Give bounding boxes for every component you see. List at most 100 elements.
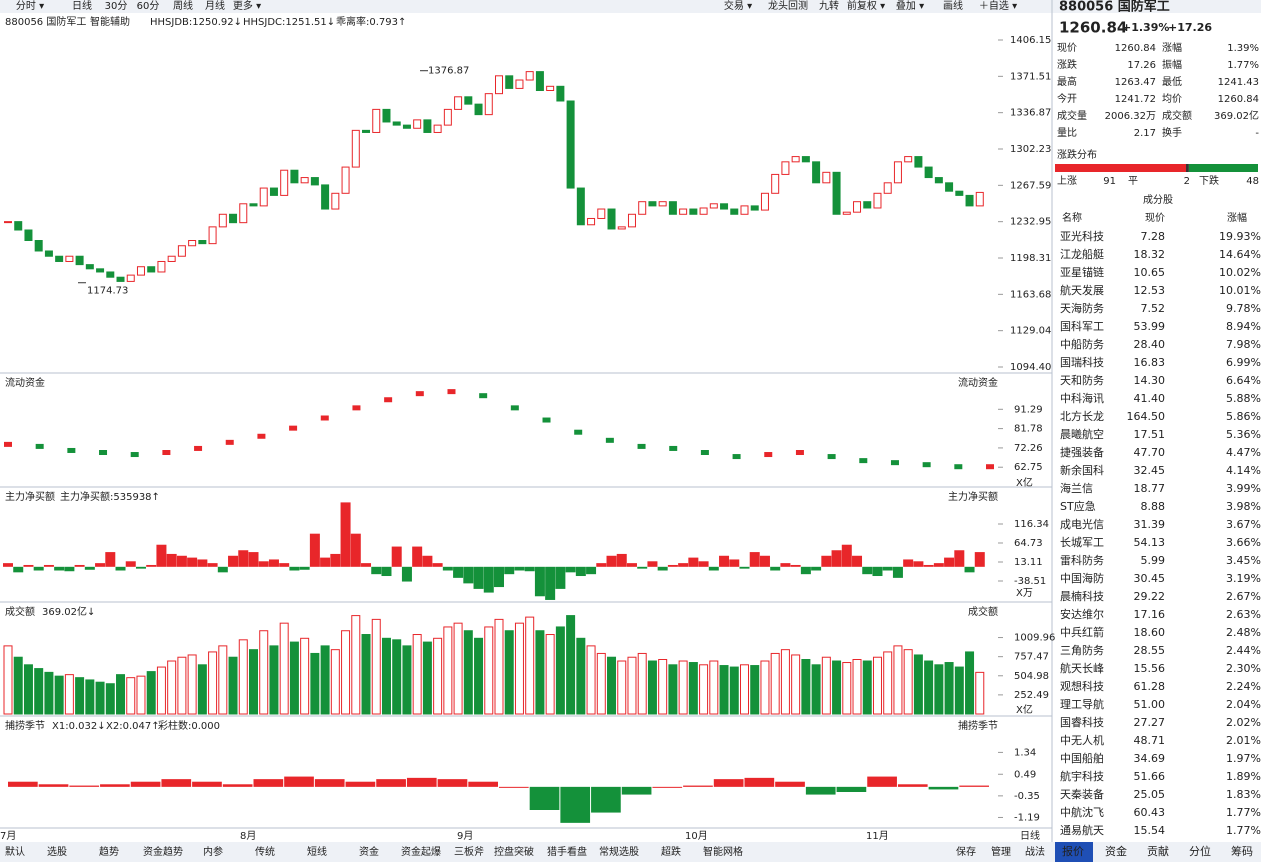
stock-name[interactable]: 国瑞科技 [1060,355,1104,369]
stock-name[interactable]: 天海防务 [1060,301,1104,315]
stock-name[interactable]: 航天长峰 [1060,661,1104,675]
bottom-action[interactable]: 战法 [1025,845,1045,858]
field-label: 量比 [1057,127,1077,139]
stock-name[interactable]: 中无人机 [1060,733,1104,747]
bottom-tab[interactable]: 三板斧 [454,845,484,858]
toolbar-button[interactable]: 周线 [173,0,193,12]
net-bar [626,563,637,567]
bottom-tab[interactable]: 短线 [307,845,327,858]
side-tab[interactable]: 筹码 [1231,844,1253,858]
stock-name[interactable]: 晨曦航空 [1060,427,1104,441]
stock-name[interactable]: 航天发展 [1060,283,1104,297]
candle [85,264,94,270]
stock-name[interactable]: 通易航天 [1060,823,1104,837]
volume-bar [402,645,412,715]
bottom-tab[interactable]: 默认 [5,845,25,858]
net-bar [238,550,249,567]
bottom-tab[interactable]: 智能网格 [703,845,743,858]
y-tick-label: 81.78 [1014,424,1043,435]
bottom-tab[interactable]: 超跌 [661,845,681,858]
candle [556,85,565,102]
stock-name[interactable]: 中航沈飞 [1060,805,1104,819]
net-bar [473,566,484,589]
stock-name[interactable]: 中船防务 [1060,337,1104,351]
bottom-tab[interactable]: 资金 [359,845,379,858]
volume-bar [187,654,197,715]
bottom-tab[interactable]: 选股 [47,845,67,858]
toolbar-button[interactable]: 交易 ▾ [724,0,752,12]
stock-name[interactable]: 安达维尔 [1060,607,1104,621]
stock-name[interactable]: 捷强装备 [1060,445,1104,459]
candle [34,240,43,252]
stock-name[interactable]: 新余国科 [1060,463,1104,477]
y-tick-label: 0.49 [1014,769,1036,780]
stock-name[interactable]: 航宇科技 [1060,769,1104,783]
y-tick-label: 1198.31 [1010,253,1051,264]
toolbar-button[interactable]: 龙头回测 [768,0,808,12]
stock-name[interactable]: 中科海讯 [1060,391,1104,405]
toolbar-button[interactable]: 30分 [105,0,128,12]
net-bar [882,566,893,571]
y-tick-label: 1.34 [1014,747,1036,758]
bottom-tab[interactable]: 资金趋势 [143,845,183,858]
net-bar [391,546,402,567]
stock-name[interactable]: 国科军工 [1060,319,1104,333]
net-bar [821,555,832,567]
stock-name[interactable]: 亚星锚链 [1060,265,1104,279]
stock-name[interactable]: 长城军工 [1060,536,1104,549]
toolbar-button[interactable]: 叠加 ▾ [896,0,924,12]
cycle-bar [621,786,652,795]
net-bar [586,566,597,575]
stock-name[interactable]: 晨楠科技 [1060,589,1104,603]
volume-bar [709,660,719,715]
toolbar-button[interactable]: 更多 ▾ [233,0,261,12]
stock-name[interactable]: 成电光信 [1060,517,1104,531]
flow-step [827,454,836,460]
candle [842,211,851,215]
side-tab[interactable]: 分位 [1189,844,1211,858]
volume-bar [269,645,279,715]
toolbar-button[interactable]: ＋自选 ▾ [979,0,1017,12]
toolbar-button[interactable]: 分时 ▾ [16,0,44,12]
stock-price: 28.55 [1134,644,1166,657]
stock-name[interactable]: 中国海防 [1060,571,1104,585]
side-tab[interactable]: 资金 [1105,844,1127,858]
bottom-tab[interactable]: 资金起爆 [401,845,441,858]
bottom-tab[interactable]: 控盘突破 [494,845,534,858]
stock-name[interactable]: 中兵红箭 [1060,625,1104,639]
candle [362,129,371,133]
stock-name[interactable]: 北方长龙 [1060,409,1104,423]
stock-name[interactable]: 中国船舶 [1060,751,1104,765]
stock-price: 54.13 [1134,536,1166,549]
side-tab[interactable]: 贡献 [1147,844,1169,858]
stock-name[interactable]: 亚光科技 [1060,229,1104,243]
stock-name[interactable]: 海兰信 [1060,481,1093,495]
bottom-tab[interactable]: 猎手看盘 [547,845,587,858]
bottom-tab[interactable]: 内参 [203,845,223,858]
stock-name[interactable]: 雷科防务 [1060,553,1104,567]
stock-name[interactable]: 观想科技 [1060,679,1104,693]
bottom-action[interactable]: 保存 [956,845,976,858]
stock-name[interactable]: 国睿科技 [1060,715,1104,729]
toolbar-button[interactable]: 日线 [72,0,92,12]
bottom-action[interactable]: 管理 [991,845,1011,858]
bottom-tab[interactable]: 趋势 [99,845,119,858]
side-tab[interactable]: 报价 [1062,844,1084,858]
flow-step [986,464,994,470]
stock-name[interactable]: 江龙船艇 [1060,247,1104,261]
bottom-tab[interactable]: 常规选股 [599,845,639,858]
toolbar-button[interactable]: 九转 [819,0,839,12]
bottom-tab[interactable]: 传统 [255,845,275,858]
cycle-bar [499,786,529,788]
stock-name[interactable]: 天秦装备 [1060,787,1104,801]
panel-title-right: 主力净买额 [948,490,998,503]
toolbar-button[interactable]: 画线 [943,0,963,12]
period-label[interactable]: 日线 [1020,829,1040,842]
toolbar-button[interactable]: 60分 [137,0,160,12]
stock-name[interactable]: ST应急 [1060,499,1096,513]
toolbar-button[interactable]: 月线 [205,0,225,12]
stock-name[interactable]: 三角防务 [1060,643,1104,657]
toolbar-button[interactable]: 前复权 ▾ [847,0,885,12]
stock-name[interactable]: 天和防务 [1060,373,1104,387]
stock-name[interactable]: 理工导航 [1060,697,1104,711]
